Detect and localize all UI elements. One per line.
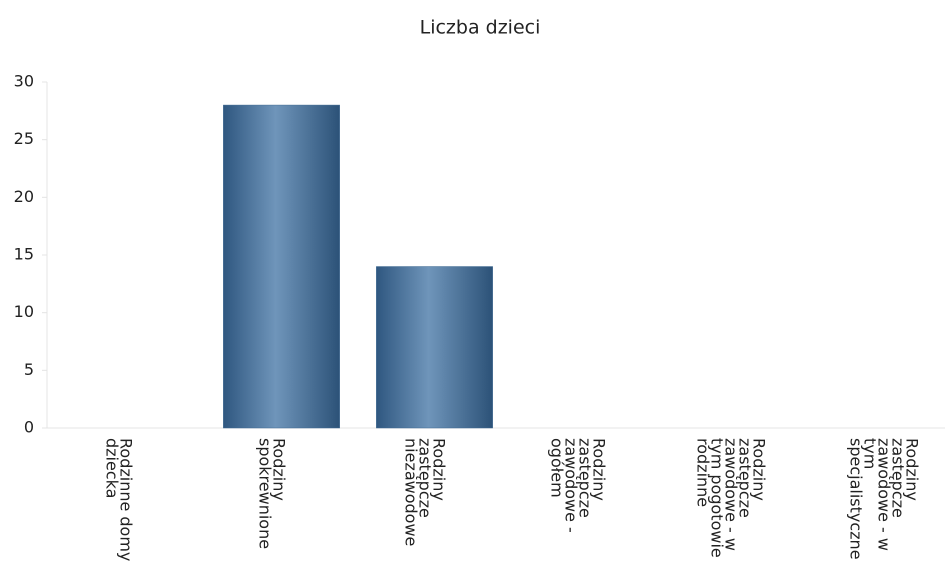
x-tick-label: Rodzinyzastępczezawodowe - wtymspecjalis… — [847, 438, 922, 560]
bar — [376, 266, 493, 429]
x-tick-label: Rodzinyspokrewnione — [256, 438, 289, 549]
x-tick-label: Rodzinyzastępczezawodowe -ogółem — [548, 438, 609, 533]
y-tick-label: 5 — [24, 360, 34, 379]
chart-title: Liczba dzieci — [420, 17, 541, 39]
y-tick-label: 30 — [14, 72, 34, 91]
y-tick-label: 10 — [14, 302, 34, 321]
x-tick-label: Rodzinyzastępczezawodowe - wtym pogotowi… — [694, 438, 769, 558]
bar — [223, 104, 340, 429]
y-tick-label: 20 — [14, 187, 34, 206]
y-tick-label: 25 — [14, 129, 34, 148]
y-tick-label: 0 — [24, 418, 34, 437]
x-tick-label: Rodzinyzastępczeniezawodowe — [402, 438, 449, 546]
x-tick-label: Rodzinne domydziecka — [103, 438, 136, 561]
y-tick-label: 15 — [14, 245, 34, 264]
